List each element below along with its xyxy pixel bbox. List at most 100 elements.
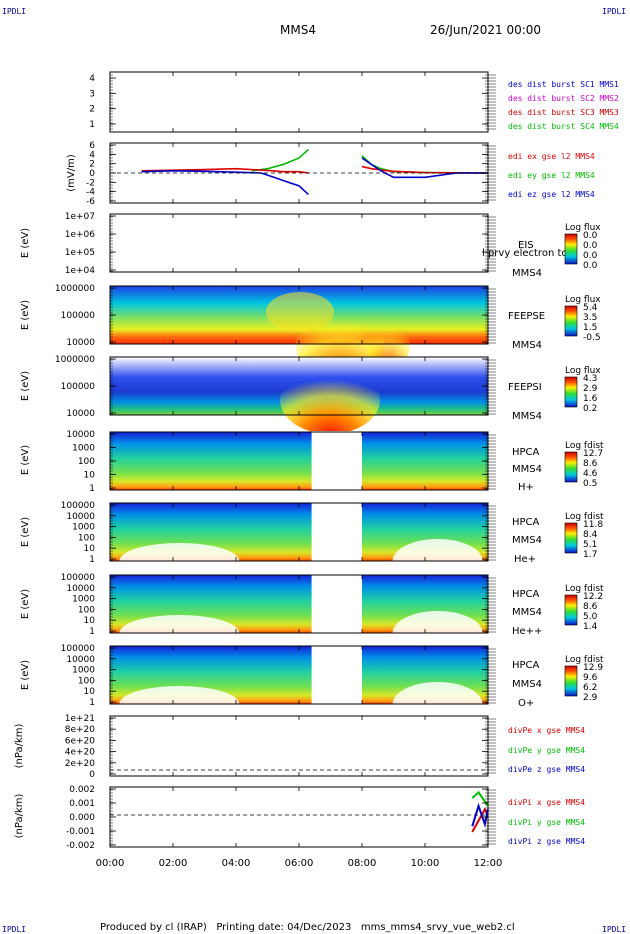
legend-divpi-y: divPi y gse MMS4: [508, 818, 585, 827]
y-tick-label: 3: [89, 89, 95, 99]
y-tick-label: 2: [89, 160, 95, 170]
y-tick-label: 10: [84, 544, 96, 554]
panel-divpi: 0.002 0.001 0.000 -0.001 -0.002 (nPa/km) div…: [14, 785, 585, 851]
y-tick-label: 6: [89, 141, 95, 151]
y-tick-label: 10000: [66, 655, 95, 665]
x-tick-label: 08:00: [348, 858, 377, 869]
hpca-h-species: H+: [518, 482, 534, 493]
ylabel-eis: E (eV): [20, 228, 31, 258]
colorbar-label: 12.7: [583, 449, 603, 459]
eis-subtitle: MMS4: [512, 268, 542, 279]
colorbar: [564, 594, 578, 626]
colorbar-label: -0.5: [583, 333, 601, 343]
x-tick-label: 10:00: [411, 858, 440, 869]
colorbar-label: 3.5: [583, 313, 597, 323]
ylabel-divpe: (nPa/km): [14, 724, 25, 769]
colorbar-label: 0.0: [583, 261, 598, 271]
y-tick-label: 0: [89, 169, 95, 179]
legend-edi-ey: edi ey gse l2 MMS4: [508, 171, 595, 180]
y-tick-label: -6: [86, 197, 95, 207]
colorbar-label: 0.0: [583, 251, 598, 261]
y-tick-label: 10000: [66, 338, 95, 348]
y-tick-label: 10: [84, 687, 96, 697]
x-tick-label: 04:00: [222, 858, 251, 869]
colorbar: [564, 305, 578, 337]
y-tick-label: 1: [89, 120, 95, 130]
y-tick-label: 10000: [66, 512, 95, 522]
legend-des-mms2: des dist burst SC2 MMS2: [508, 94, 619, 103]
y-tick-label: 0: [89, 770, 95, 780]
feepse-subtitle: MMS4: [512, 340, 542, 351]
hpca-hepp-title: HPCA: [512, 589, 540, 600]
y-tick-label: 100: [78, 533, 95, 543]
colorbar-title: Log flux: [565, 223, 601, 233]
panel-hpca-h: 10000 1000 100 10 1 E (eV) HPCA MMS4 H+ Log …: [20, 430, 604, 494]
colorbar-label: 5.0: [583, 612, 598, 622]
y-tick-label: 100000: [61, 311, 96, 321]
y-tick-label: 100: [78, 457, 95, 467]
legend-divpe-y: divPe y gse MMS4: [508, 746, 585, 755]
colorbar: [564, 665, 578, 697]
colorbar-label: 0.0: [583, 231, 598, 241]
y-tick-label: 100000: [61, 573, 96, 583]
colorbar-label: 1.5: [583, 323, 597, 333]
colorbar-label: 6.2: [583, 683, 597, 693]
y-tick-label: 0.000: [69, 813, 95, 823]
y-tick-label: 1000: [72, 595, 95, 605]
y-tick-label: 100000: [61, 382, 96, 392]
x-tick-label: 00:00: [96, 858, 125, 869]
legend-edi-ex: edi ex gse l2 MMS4: [508, 152, 595, 161]
y-tick-label: 10000: [66, 584, 95, 594]
legend-divpe-z: divPe z gse MMS4: [508, 765, 585, 774]
data-gap: [311, 574, 362, 634]
y-tick-label: 100: [78, 676, 95, 686]
corner-label-bottom-right: IPDLI: [602, 925, 626, 934]
ylabel-feepse: E (eV): [20, 300, 31, 330]
colorbar-label: 8.6: [583, 602, 598, 612]
panel-eis: 1e+07 1e+06 1e+05 1e+04 E (eV) EIS l prvy e…: [20, 212, 601, 279]
legend-des-mms1: des dist burst SC1 MMS1: [508, 80, 619, 89]
colorbar-label: 0.2: [583, 404, 597, 414]
y-tick-label: 2: [89, 105, 95, 115]
y-tick-label: 1: [89, 484, 95, 494]
hpca-o-title: HPCA: [512, 660, 540, 671]
y-tick-label: 1e+07: [65, 212, 95, 222]
legend-des-mms4: des dist burst SC4 MMS4: [508, 122, 619, 131]
y-tick-label: 1000: [72, 523, 95, 533]
colorbar-title: Log fdist: [565, 512, 604, 522]
legend-divpi-x: divPi x gse MMS4: [508, 798, 585, 807]
hpca-he-species: He+: [514, 554, 536, 565]
y-tick-label: 1000: [72, 666, 95, 676]
y-tick-label: 2e+20: [65, 759, 96, 769]
hpca-he-subtitle: MMS4: [512, 535, 542, 546]
colorbar: [564, 233, 578, 265]
hpca-h-subtitle: MMS4: [512, 464, 542, 475]
time-axis: 00:00 02:00 04:00 06:00 08:00 10:00 12:00: [96, 858, 503, 869]
y-tick-label: -0.002: [66, 841, 95, 851]
data-gap: [311, 502, 362, 562]
y-tick-label: 1e+21: [65, 714, 95, 724]
y-tick-label: 1e+04: [65, 266, 96, 276]
feepse-title: FEEPSE: [508, 311, 545, 322]
y-tick-label: 1000000: [55, 355, 95, 365]
colorbar-label: 2.9: [583, 384, 598, 394]
y-tick-label: 0.002: [69, 785, 95, 795]
colorbar-label: 0.0: [583, 241, 598, 251]
corner-label-top-right: IPDLI: [602, 7, 626, 16]
y-tick-label: 8e+20: [65, 725, 96, 735]
edi-series-ez: [141, 170, 309, 196]
y-tick-label: -0.001: [66, 827, 95, 837]
y-tick-label: 0.001: [69, 799, 95, 809]
colorbar-label: 11.8: [583, 520, 603, 530]
ylabel-hpca-h: E (eV): [20, 445, 31, 475]
feepsi-subtitle: MMS4: [512, 411, 542, 422]
colorbar-label: 5.4: [583, 303, 598, 313]
hpca-o-subtitle: MMS4: [512, 679, 542, 690]
colorbar-title: Log fdist: [565, 584, 604, 594]
ylabel-divpi: (nPa/km): [14, 794, 25, 839]
colorbar-label: 5.1: [583, 540, 597, 550]
